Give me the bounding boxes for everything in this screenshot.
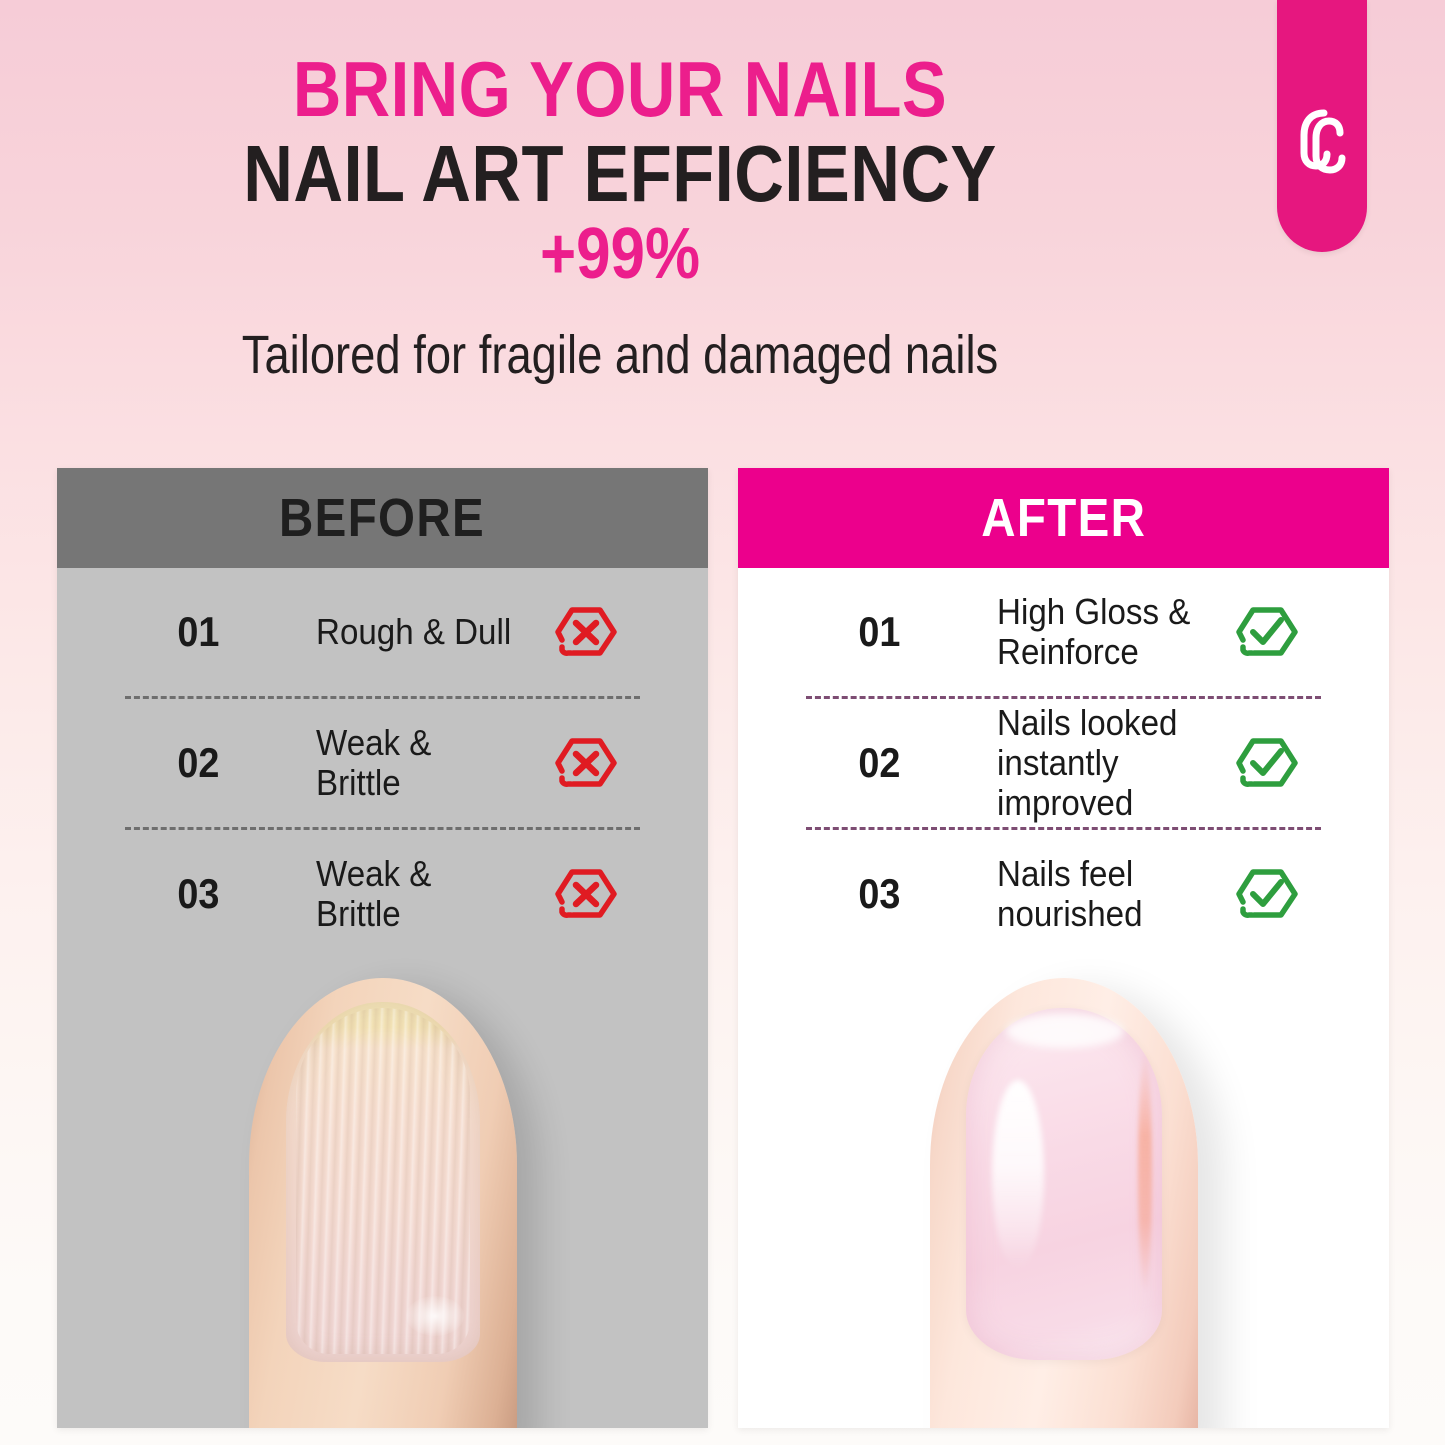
glossy-nail-photo (738, 958, 1389, 1428)
hexagon-x-icon (548, 726, 622, 800)
row-divider (806, 696, 1321, 699)
hexagon-check-icon (1229, 726, 1303, 800)
row-divider (125, 827, 640, 830)
nail-plate (965, 1008, 1162, 1360)
headline-line-2: NAIL ART EFFICIENCY (243, 128, 997, 218)
row-number: 01 (177, 608, 220, 655)
nail-gloss-highlight (991, 1080, 1044, 1270)
row-number: 03 (858, 870, 901, 917)
table-row: 01 High Gloss & Reinforce (772, 568, 1355, 696)
before-rows: 01 Rough & Dull 02 Weak & Brittle (57, 568, 708, 958)
nail-plate (285, 1002, 480, 1362)
before-panel: BEFORE 01 Rough & Dull 02 Wea (57, 468, 708, 1428)
row-label: Nails feel nourished (997, 852, 1143, 934)
damaged-nail-photo (57, 958, 708, 1428)
row-divider (125, 696, 640, 699)
before-after-comparison: BEFORE 01 Rough & Dull 02 Wea (57, 468, 1389, 1428)
row-number: 02 (177, 739, 220, 786)
before-panel-header: BEFORE (57, 468, 708, 568)
headline-subtitle: Tailored for fragile and damaged nails (241, 325, 999, 386)
table-row: 01 Rough & Dull (91, 568, 674, 696)
before-panel-title: BEFORE (279, 488, 486, 548)
row-label: Rough & Dull (316, 610, 512, 652)
hexagon-check-icon (1229, 595, 1303, 669)
row-label: Weak & Brittle (316, 852, 432, 934)
hexagon-check-icon (1229, 857, 1303, 931)
row-number: 02 (858, 739, 901, 786)
after-panel: AFTER 01 High Gloss & Reinforce 02 (738, 468, 1389, 1428)
table-row: 03 Nails feel nourished (772, 830, 1355, 958)
brand-logo-tab (1277, 0, 1367, 252)
after-panel-header: AFTER (738, 468, 1389, 568)
nail-flaking (405, 1296, 464, 1336)
table-row: 03 Weak & Brittle (91, 830, 674, 958)
row-number: 01 (858, 608, 901, 655)
hexagon-x-icon (548, 595, 622, 669)
finger-shape (929, 978, 1198, 1428)
cc-monogram-icon (1300, 109, 1346, 174)
row-divider (806, 827, 1321, 830)
hexagon-x-icon (548, 857, 622, 931)
row-number: 03 (177, 870, 220, 917)
row-label: High Gloss & Reinforce (997, 590, 1191, 672)
table-row: 02 Nails looked instantly improved (772, 699, 1355, 827)
table-row: 02 Weak & Brittle (91, 699, 674, 827)
finger-shape (248, 978, 517, 1428)
headline-block: BRING YOUR NAILS NAIL ART EFFICIENCY +99… (0, 45, 1240, 386)
nail-gloss-highlight-top (1005, 1014, 1124, 1048)
row-label: Weak & Brittle (316, 721, 432, 803)
row-label: Nails looked instantly improved (997, 701, 1178, 824)
nail-side-edge (1137, 1052, 1152, 1292)
headline-line-1: BRING YOUR NAILS (292, 45, 948, 133)
after-rows: 01 High Gloss & Reinforce 02 Nails looke… (738, 568, 1389, 958)
headline-percent: +99% (539, 214, 701, 295)
after-panel-title: AFTER (980, 488, 1146, 548)
